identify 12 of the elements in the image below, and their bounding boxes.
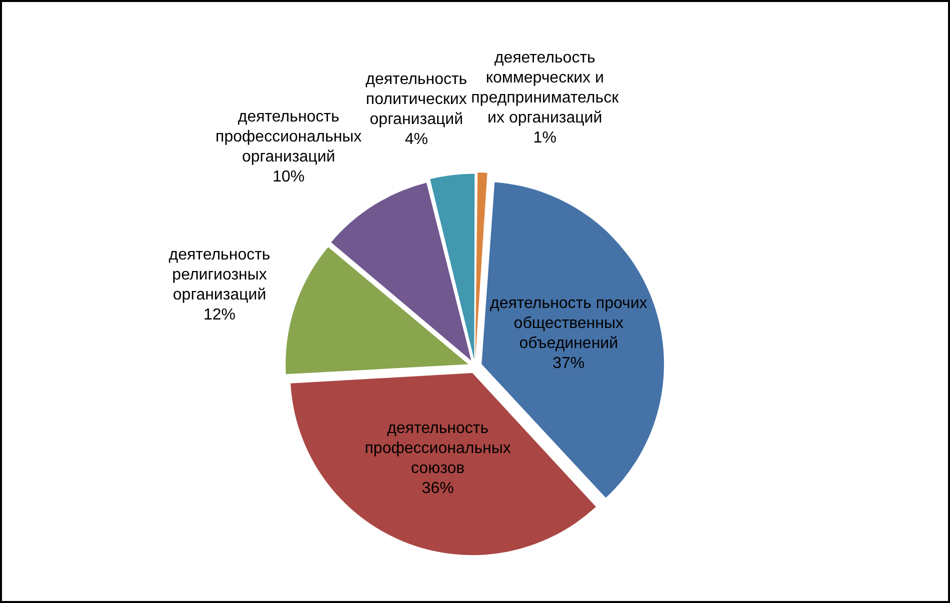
slice-label: деятельность прочих общественных объединений	[490, 294, 648, 352]
slice-label: деятельность политических организаций	[366, 71, 468, 128]
data-label: 4%	[404, 131, 428, 148]
data-label: 1%	[533, 130, 556, 147]
slice-label: деятельность религиозных организаций	[168, 246, 270, 304]
data-label: 36%	[422, 480, 454, 497]
slice-label: деяетельость коммерческих и предпринимательских организаций	[471, 50, 620, 127]
data-label: 10%	[272, 168, 305, 186]
data-label: 12%	[204, 306, 236, 324]
data-label: 37%	[552, 354, 585, 372]
slice-label: деятельность профессиональных организаций	[216, 108, 362, 166]
slice-label: деятельность профессиональных союзов	[364, 420, 511, 477]
